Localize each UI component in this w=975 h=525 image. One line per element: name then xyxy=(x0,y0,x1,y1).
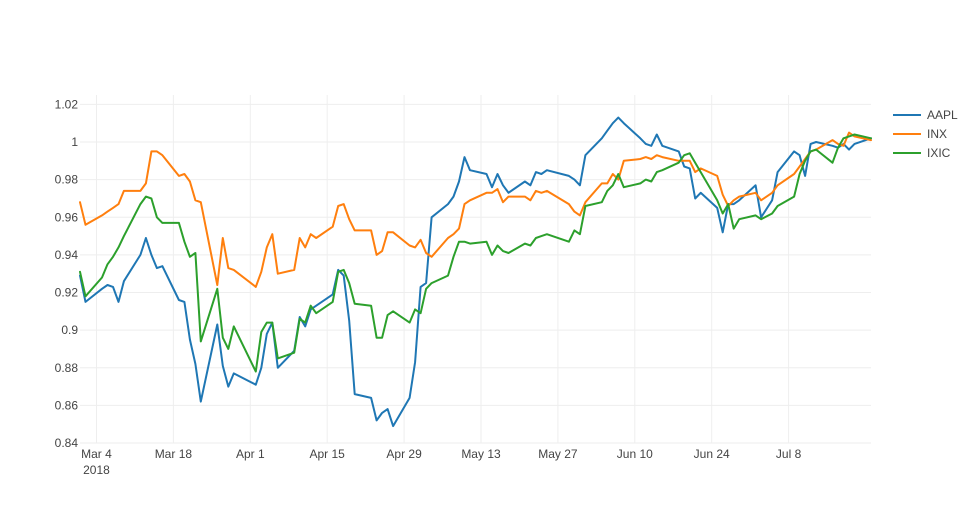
x-tick-label: Apr 29 xyxy=(386,447,422,461)
series-line-inx xyxy=(79,131,872,288)
x-tick-label: Jul 8 xyxy=(776,447,802,461)
y-tick-label: 0.96 xyxy=(55,210,79,224)
x-tick-label: Apr 15 xyxy=(310,447,346,461)
series-lines xyxy=(79,116,872,428)
x-tick-label: May 13 xyxy=(461,447,501,461)
x-tick-label: Jun 10 xyxy=(617,447,653,461)
x-year-label: 2018 xyxy=(83,463,110,477)
series-line-aapl xyxy=(79,116,872,428)
legend-label: AAPL xyxy=(927,108,958,122)
legend[interactable]: AAPL INX IXIC xyxy=(893,108,958,160)
y-tick-label: 1 xyxy=(71,135,78,149)
x-tick-label: Mar 18 xyxy=(155,447,193,461)
y-tick-label: 0.94 xyxy=(55,248,79,262)
x-tick-label: Mar 4 xyxy=(81,447,112,461)
y-tick-label: 0.92 xyxy=(55,286,79,300)
legend-item-aapl[interactable]: AAPL xyxy=(893,108,958,122)
x-axis: Mar 4 Mar 18 Apr 1 Apr 15 Apr 29 May 13 May 27… xyxy=(81,447,801,477)
legend-label: INX xyxy=(927,127,947,141)
series-line-ixic xyxy=(79,133,872,373)
legend-item-inx[interactable]: INX xyxy=(893,127,947,141)
y-tick-label: 0.9 xyxy=(61,323,78,337)
x-tick-label: Apr 1 xyxy=(236,447,265,461)
y-axis: 0.84 0.86 0.88 0.9 0.92 0.94 0.96 0.98 1 1.02 xyxy=(55,97,79,450)
legend-item-ixic[interactable]: IXIC xyxy=(893,146,951,160)
y-tick-label: 1.02 xyxy=(55,97,79,111)
y-tick-label: 0.88 xyxy=(55,361,79,375)
y-tick-label: 0.84 xyxy=(55,436,79,450)
y-tick-label: 0.98 xyxy=(55,173,79,187)
y-tick-label: 0.86 xyxy=(55,398,79,412)
x-tick-label: Jun 24 xyxy=(694,447,730,461)
legend-label: IXIC xyxy=(927,146,951,160)
x-tick-label: May 27 xyxy=(538,447,578,461)
